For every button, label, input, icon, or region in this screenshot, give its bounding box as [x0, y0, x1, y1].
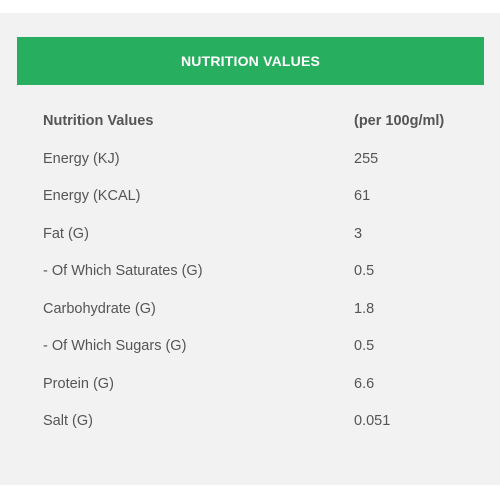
nutrition-header-title: NUTRITION VALUES	[180, 53, 321, 69]
nutrient-name: Energy (KCAL)	[43, 188, 141, 204]
nutrient-name: Salt (G)	[43, 413, 93, 429]
nutrition-header[interactable]: NUTRITION VALUES	[17, 37, 484, 85]
table-row: Energy (KCAL) 61	[43, 188, 473, 226]
nutrient-value: 61	[354, 188, 371, 204]
table-row: Energy (KJ) 255	[43, 151, 473, 189]
nutrient-value: 0.5	[354, 263, 375, 279]
nutrient-value: 1.8	[354, 300, 375, 317]
nutrient-name: Carbohydrate (G)	[43, 300, 156, 317]
table-row: Fat (G) 3	[43, 226, 473, 264]
nutrient-value: 3	[354, 225, 363, 242]
table-row: Protein (G) 6.6	[43, 376, 473, 414]
nutrient-value: 6.6	[354, 375, 375, 392]
table-row: Carbohydrate (G) 1.8	[43, 301, 473, 339]
nutrition-table: Nutrition Values (per 100g/ml) Energy (K…	[43, 113, 473, 451]
nutrition-panel: NUTRITION VALUES	[0, 13, 500, 485]
table-row: Salt (G) 0.051	[43, 413, 473, 451]
nutrient-value: 0.5	[354, 338, 375, 354]
column-header-per-100: (per 100g/ml)	[354, 113, 445, 129]
table-row: - Of Which Sugars (G) 0.5	[43, 338, 473, 376]
nutrient-value: 0.051	[354, 413, 391, 429]
nutrient-name: - Of Which Sugars (G)	[43, 338, 187, 354]
nutrient-name: Protein (G)	[43, 375, 114, 392]
table-row: - Of Which Saturates (G) 0.5	[43, 263, 473, 301]
table-header-row: Nutrition Values (per 100g/ml)	[43, 113, 473, 151]
nutrient-value: 255	[354, 150, 379, 167]
nutrient-name: Energy (KJ)	[43, 150, 120, 167]
nutrient-name: Fat (G)	[43, 225, 89, 242]
nutrient-name: - Of Which Saturates (G)	[43, 263, 203, 279]
column-header-nutrient: Nutrition Values	[43, 113, 154, 129]
